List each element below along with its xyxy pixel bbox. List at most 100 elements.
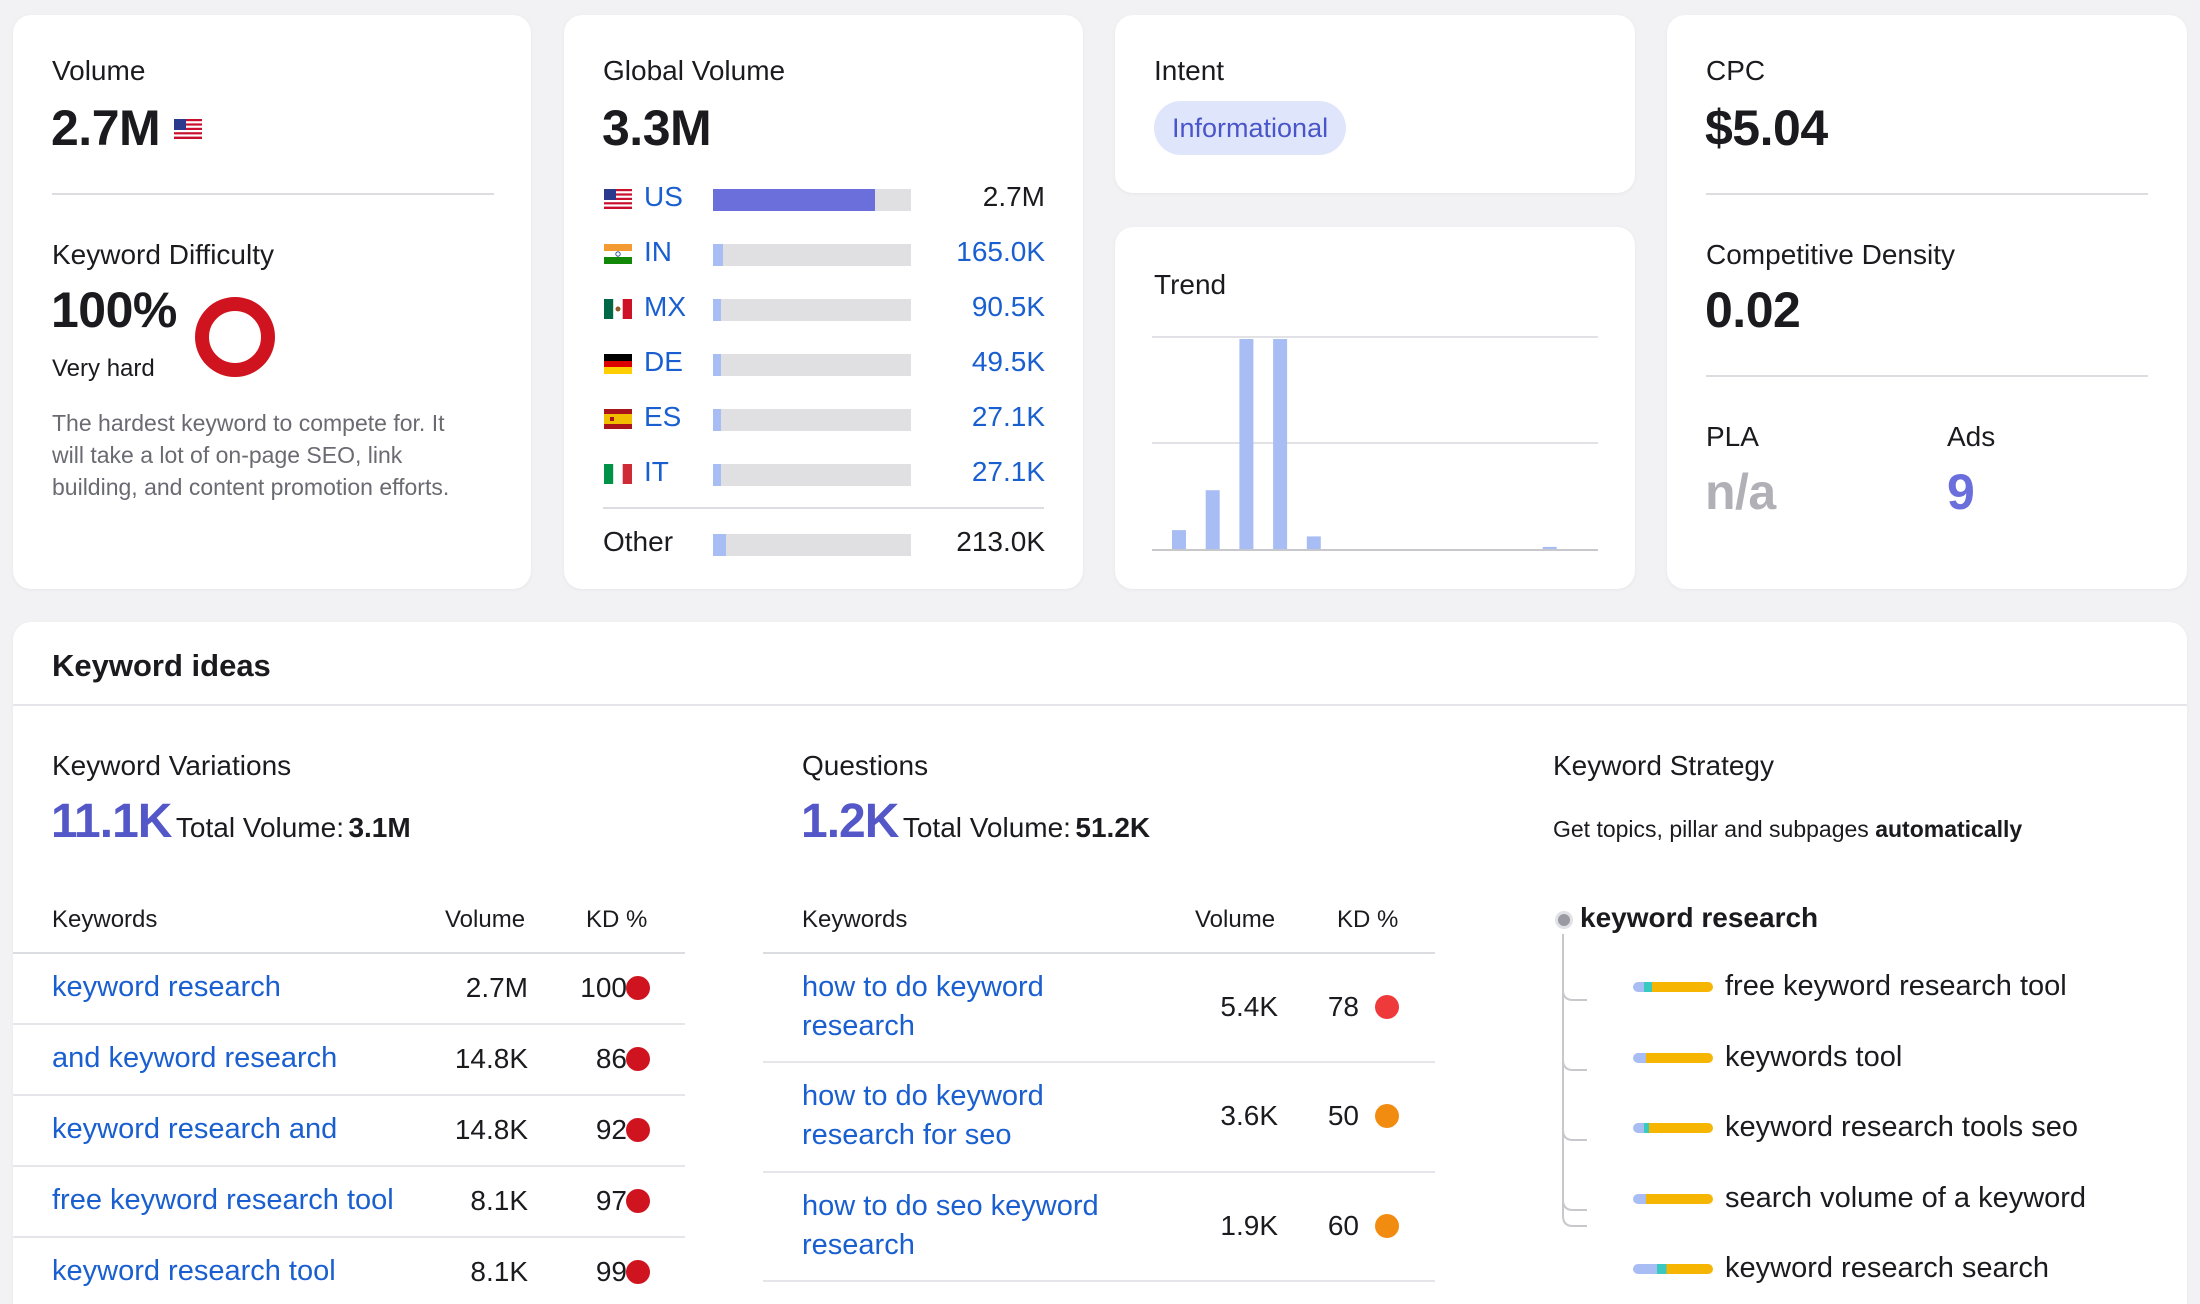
country-code[interactable]: IN — [644, 236, 672, 267]
country-share-bar — [713, 244, 911, 266]
trend-bar[interactable] — [1205, 490, 1220, 549]
kd-value: 86 — [595, 1043, 627, 1074]
strategy-child-label[interactable]: free keyword research tool — [1725, 970, 2067, 1002]
other-volume: 213.0K — [956, 526, 1045, 557]
trend-bar[interactable] — [1172, 530, 1186, 549]
col-keywords: Keywords — [52, 906, 158, 933]
strategy-tree-lines — [1562, 934, 1587, 1227]
other-label: Other — [603, 526, 674, 557]
competitive-density-value: 0.02 — [1705, 282, 1801, 338]
trend-bar[interactable] — [1239, 339, 1254, 549]
volume-value: 5.4K — [1220, 991, 1278, 1022]
volume-value: 14.8K — [454, 1043, 528, 1074]
questions-total-label: Total Volume: — [902, 812, 1071, 843]
kd-value: 60 — [1327, 1210, 1359, 1241]
country-row-in[interactable]: IN 165.0K — [564, 234, 1083, 274]
strategy-bar — [1633, 1053, 1713, 1063]
country-share-bar — [713, 189, 911, 211]
strategy-bar — [1633, 1264, 1713, 1274]
country-code[interactable]: US — [644, 181, 683, 212]
divider — [603, 507, 1044, 509]
trend-chart — [1152, 336, 1598, 551]
intent-card: Intent Informational — [1115, 15, 1635, 193]
kd-ring-icon — [195, 297, 275, 377]
country-volume: 2.7M — [982, 181, 1045, 212]
us-flag-icon — [174, 119, 202, 139]
trend-label: Trend — [1154, 269, 1227, 300]
table-row: keyword research 2.7M 100 — [13, 954, 685, 1025]
trend-bar[interactable] — [1306, 536, 1321, 549]
divider — [1706, 193, 2148, 195]
country-code[interactable]: IT — [644, 456, 669, 487]
strategy-child-label[interactable]: keywords tool — [1725, 1041, 1903, 1073]
volume-label: Volume — [52, 55, 146, 86]
country-volume[interactable]: 27.1K — [971, 401, 1045, 432]
pla-label: PLA — [1706, 421, 1759, 452]
strategy-child-label[interactable]: keyword research search — [1725, 1252, 2049, 1284]
country-row-es[interactable]: ES 27.1K — [564, 399, 1083, 439]
kd-dot — [1375, 1214, 1399, 1238]
keyword-ideas-title: Keyword ideas — [52, 648, 271, 683]
col-volume[interactable]: Volume — [1195, 906, 1276, 933]
strategy-child-label[interactable]: keyword research tools seo — [1725, 1111, 2078, 1143]
strategy-bar — [1633, 1194, 1713, 1204]
keyword-link[interactable]: and keyword research — [52, 1042, 338, 1074]
keyword-link[interactable]: free keyword research tool — [52, 1184, 394, 1216]
kd-description: The hardest keyword to compete for. It w… — [52, 410, 450, 500]
variations-count[interactable]: 11.1K — [51, 795, 172, 848]
italy-flag-icon — [604, 464, 632, 484]
trend-bar[interactable] — [1542, 546, 1557, 549]
col-keywords: Keywords — [802, 906, 908, 933]
divider — [52, 193, 494, 195]
global-volume-value: 3.3M — [602, 100, 712, 156]
country-code[interactable]: MX — [644, 291, 686, 322]
country-volume[interactable]: 49.5K — [971, 346, 1045, 377]
table-row: how to do keyword research 5.4K 78 — [763, 954, 1435, 1063]
strategy-child-label[interactable]: search volume of a keyword — [1725, 1182, 2087, 1214]
strategy-root[interactable]: keyword research — [1580, 902, 1819, 933]
kd-dot — [626, 1047, 650, 1071]
cpc-label: CPC — [1706, 55, 1766, 86]
divider — [13, 952, 685, 954]
keyword-link[interactable]: how to do keyword research — [802, 971, 1044, 1042]
trend-bar[interactable] — [1273, 339, 1288, 549]
volume-value: 1.9K — [1220, 1210, 1278, 1241]
questions-count[interactable]: 1.2K — [801, 795, 899, 848]
country-code[interactable]: ES — [644, 401, 682, 432]
country-row-mx[interactable]: MX 90.5K — [564, 289, 1083, 329]
divider — [13, 704, 2187, 706]
table-row: keyword research tool 8.1K 99 — [13, 1238, 685, 1304]
keyword-link[interactable]: keyword research and — [52, 1113, 338, 1145]
keyword-link[interactable]: keyword research — [52, 971, 281, 1003]
keyword-ideas-card: Keyword ideas Keyword Variations 11.1K T… — [13, 622, 2187, 1304]
kd-value: 50 — [1327, 1100, 1359, 1131]
kd-value: 78 — [1327, 991, 1359, 1022]
global-volume-label: Global Volume — [603, 55, 786, 86]
country-code[interactable]: DE — [644, 346, 683, 377]
country-row-us[interactable]: US 2.7M — [564, 179, 1083, 219]
us-flag-icon — [604, 189, 632, 209]
other-share-bar — [713, 534, 911, 556]
country-volume[interactable]: 90.5K — [971, 291, 1045, 322]
table-row: how to do seo keyword research 1.9K 60 — [763, 1173, 1435, 1282]
country-row-de[interactable]: DE 49.5K — [564, 344, 1083, 384]
questions-label: Questions — [802, 750, 929, 781]
col-kd[interactable]: KD % — [1337, 906, 1399, 933]
mexico-flag-icon — [604, 299, 632, 319]
col-volume[interactable]: Volume — [445, 906, 526, 933]
country-volume[interactable]: 165.0K — [956, 236, 1045, 267]
country-share-bar — [713, 299, 911, 321]
country-row-it[interactable]: IT 27.1K — [564, 454, 1083, 494]
variations-label: Keyword Variations — [52, 750, 292, 781]
intent-badge[interactable]: Informational — [1154, 101, 1347, 155]
keyword-link[interactable]: how to do seo keyword research — [802, 1190, 1099, 1261]
col-kd[interactable]: KD % — [586, 906, 648, 933]
country-row-other: Other 213.0K — [564, 524, 1083, 564]
keyword-link[interactable]: how to do keyword research for seo — [802, 1080, 1044, 1151]
country-share-bar — [713, 464, 911, 486]
intent-label: Intent — [1154, 55, 1225, 86]
country-volume[interactable]: 27.1K — [971, 456, 1045, 487]
ads-value[interactable]: 9 — [1947, 464, 1975, 520]
keyword-link[interactable]: keyword research tool — [52, 1255, 336, 1287]
kd-dot — [626, 976, 650, 1000]
